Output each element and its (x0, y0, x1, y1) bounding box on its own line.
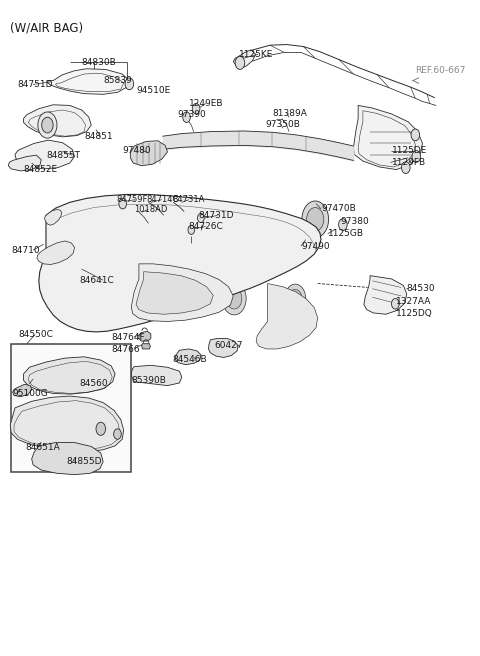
Polygon shape (142, 344, 150, 349)
Circle shape (188, 225, 195, 234)
Text: 84830B: 84830B (81, 58, 116, 68)
Polygon shape (45, 209, 62, 225)
Circle shape (307, 207, 324, 231)
Circle shape (411, 129, 420, 141)
Polygon shape (24, 357, 115, 394)
Polygon shape (208, 338, 238, 358)
Text: 97350B: 97350B (265, 120, 300, 129)
Circle shape (401, 162, 410, 173)
Text: 84641C: 84641C (80, 276, 115, 285)
Circle shape (222, 282, 246, 315)
Polygon shape (132, 365, 182, 386)
Circle shape (412, 151, 420, 163)
Text: 1129FB: 1129FB (392, 158, 426, 167)
Circle shape (285, 284, 306, 313)
Text: 85390B: 85390B (132, 376, 167, 385)
Text: 84764F: 84764F (112, 333, 145, 342)
Text: REF.60-667: REF.60-667 (415, 66, 466, 75)
Polygon shape (10, 396, 124, 452)
Circle shape (192, 104, 200, 114)
Text: 84550C: 84550C (18, 330, 53, 339)
Text: 84851: 84851 (84, 133, 113, 141)
Polygon shape (256, 283, 318, 349)
Text: 84710: 84710 (11, 245, 40, 255)
Text: 97390: 97390 (177, 110, 206, 119)
Polygon shape (15, 140, 74, 169)
Polygon shape (48, 69, 130, 94)
Text: 97380: 97380 (340, 216, 369, 226)
Polygon shape (24, 105, 91, 137)
Circle shape (38, 112, 57, 138)
Polygon shape (131, 141, 168, 166)
Text: 97480: 97480 (122, 146, 151, 155)
Polygon shape (12, 384, 32, 397)
Text: 60427: 60427 (214, 340, 243, 350)
Polygon shape (353, 106, 422, 170)
Text: 1125KE: 1125KE (239, 50, 274, 59)
Polygon shape (39, 194, 321, 332)
Text: 84714C: 84714C (146, 195, 179, 204)
Polygon shape (132, 264, 233, 321)
Text: 84731A: 84731A (172, 195, 204, 204)
Text: 84651A: 84651A (25, 443, 60, 451)
Circle shape (302, 201, 329, 237)
Polygon shape (136, 272, 213, 314)
Text: 1125GB: 1125GB (328, 229, 364, 238)
Polygon shape (32, 443, 103, 475)
Text: 84530: 84530 (407, 283, 435, 293)
Text: 1249EB: 1249EB (189, 99, 224, 108)
Circle shape (119, 198, 127, 209)
Bar (11, 344, 132, 472)
Text: 1018AD: 1018AD (134, 205, 168, 214)
Circle shape (288, 289, 302, 308)
Text: 84855D: 84855D (66, 457, 102, 466)
Circle shape (183, 112, 191, 123)
Text: 97470B: 97470B (321, 205, 356, 213)
Circle shape (392, 298, 399, 309)
Circle shape (96, 422, 106, 436)
Text: 84546B: 84546B (172, 355, 207, 364)
Text: 84731D: 84731D (199, 211, 234, 220)
Text: (W/AIR BAG): (W/AIR BAG) (10, 22, 84, 35)
Circle shape (42, 117, 53, 133)
Circle shape (235, 56, 245, 70)
Text: 84751D: 84751D (17, 80, 53, 89)
Text: 1125DQ: 1125DQ (396, 309, 433, 318)
Polygon shape (175, 349, 201, 365)
Text: 95100G: 95100G (12, 389, 48, 398)
Circle shape (125, 78, 133, 90)
Text: 84852E: 84852E (24, 165, 58, 174)
Text: 94510E: 94510E (136, 86, 171, 95)
Text: 1327AA: 1327AA (396, 297, 432, 306)
Circle shape (338, 218, 347, 230)
Text: 84560: 84560 (79, 379, 108, 388)
Text: 84766: 84766 (112, 345, 140, 354)
Text: 1125DE: 1125DE (392, 146, 427, 155)
Polygon shape (364, 276, 407, 314)
Text: 97490: 97490 (301, 241, 330, 251)
Polygon shape (233, 50, 256, 68)
Polygon shape (139, 331, 151, 341)
Polygon shape (8, 155, 41, 171)
Text: 84726C: 84726C (188, 222, 223, 231)
Text: 84855T: 84855T (46, 151, 80, 159)
Circle shape (198, 213, 204, 222)
Text: 81389A: 81389A (272, 109, 307, 118)
Circle shape (227, 288, 242, 309)
Polygon shape (37, 241, 74, 264)
Text: 84759F: 84759F (116, 195, 147, 204)
Text: 85839: 85839 (103, 76, 132, 85)
Circle shape (114, 429, 121, 440)
